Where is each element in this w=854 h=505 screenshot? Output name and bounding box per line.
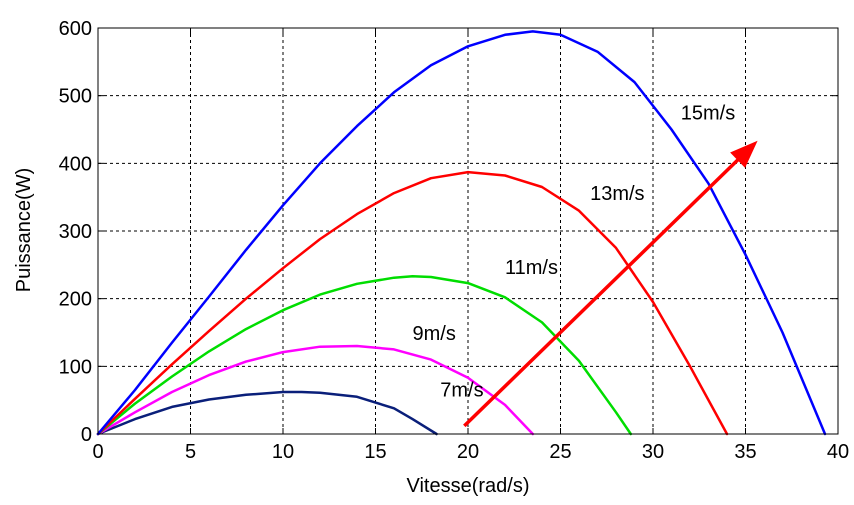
grid-layer bbox=[97, 27, 839, 435]
y-tick-label: 500 bbox=[59, 86, 92, 108]
y-tick-label: 0 bbox=[81, 424, 92, 446]
series-layer bbox=[96, 30, 827, 436]
arrow-head bbox=[730, 140, 758, 168]
x-tick-label: 20 bbox=[457, 441, 479, 463]
series-label: 15m/s bbox=[681, 102, 735, 124]
y-tick-label: 400 bbox=[59, 153, 92, 175]
series-line-13m/s bbox=[96, 170, 729, 436]
label-layer: 7m/s 9m/s 11m/s 13m/s 15m/s bbox=[413, 102, 736, 401]
series-line-9m/s bbox=[96, 344, 535, 436]
y-tick-label: 200 bbox=[59, 289, 92, 311]
series-label: 7m/s bbox=[440, 380, 483, 402]
y-tick-label: 300 bbox=[59, 221, 92, 243]
y-tick-label: 100 bbox=[59, 356, 92, 378]
x-tick-label: 15 bbox=[364, 441, 386, 463]
x-axis-label: Vitesse(rad/s) bbox=[406, 475, 529, 497]
x-tick-label: 0 bbox=[92, 441, 103, 463]
x-tick-label: 25 bbox=[549, 441, 571, 463]
series-label: 13m/s bbox=[590, 183, 644, 205]
x-tick-label: 40 bbox=[827, 441, 849, 463]
x-tick-label: 5 bbox=[185, 441, 196, 463]
series-label: 9m/s bbox=[413, 323, 456, 345]
series-line-11m/s bbox=[96, 275, 633, 436]
x-tick-label: 35 bbox=[734, 441, 756, 463]
x-tick-label: 30 bbox=[642, 441, 664, 463]
arrow-shaft bbox=[463, 158, 740, 428]
series-line-7m/s bbox=[96, 390, 438, 436]
y-axis-label: Puissance(W) bbox=[13, 168, 35, 292]
series-label: 11m/s bbox=[505, 257, 558, 279]
x-tick-label: 10 bbox=[272, 441, 294, 463]
y-tick-label: 600 bbox=[59, 18, 92, 40]
series-line-15m/s bbox=[96, 30, 827, 436]
arrow-layer bbox=[463, 140, 758, 428]
